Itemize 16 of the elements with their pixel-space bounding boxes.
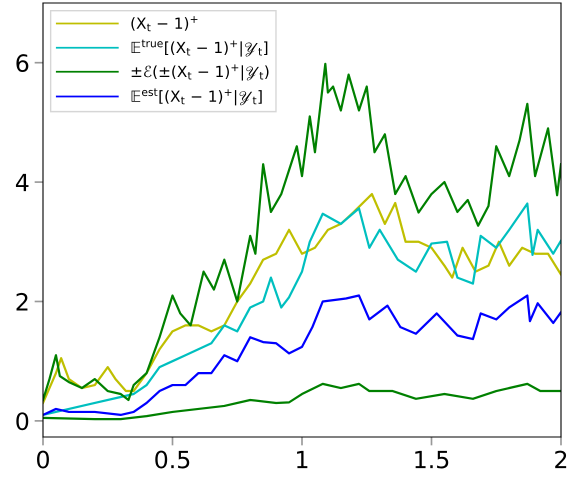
text: 𝔼$^{true}$[(X$_{t}$ − 1)$^{+}$|𝒴$_{t}$] — [132, 40, 268, 57]
y-tick-label: 0 — [16, 412, 28, 430]
y-tick-label: 4 — [16, 174, 28, 192]
line-series — [43, 294, 561, 416]
x-tick-label: 0.5 — [155, 450, 190, 468]
x-tick-label: 1 — [297, 450, 308, 468]
y-tick-label: 2 — [16, 292, 28, 310]
x-tick-label: 0 — [37, 450, 49, 468]
legend-label: ±ℰ(±(X$_{t}$ − 1)$^{+}$|𝒴$_{t}$) — [132, 64, 268, 81]
legend-label: (X$_{t}$ − 1)$^{+}$ — [131, 16, 198, 32]
line-series — [43, 382, 561, 420]
x-tick-label: 1.5 — [415, 450, 448, 468]
line-series — [43, 62, 561, 402]
y-tick-label: 6 — [16, 54, 28, 72]
x-tick-label: 2 — [555, 450, 566, 468]
text: 𝔼$^{est}$[(X$_{t}$ − 1)$^{+}$|𝒴$_{t}$] — [132, 88, 262, 106]
